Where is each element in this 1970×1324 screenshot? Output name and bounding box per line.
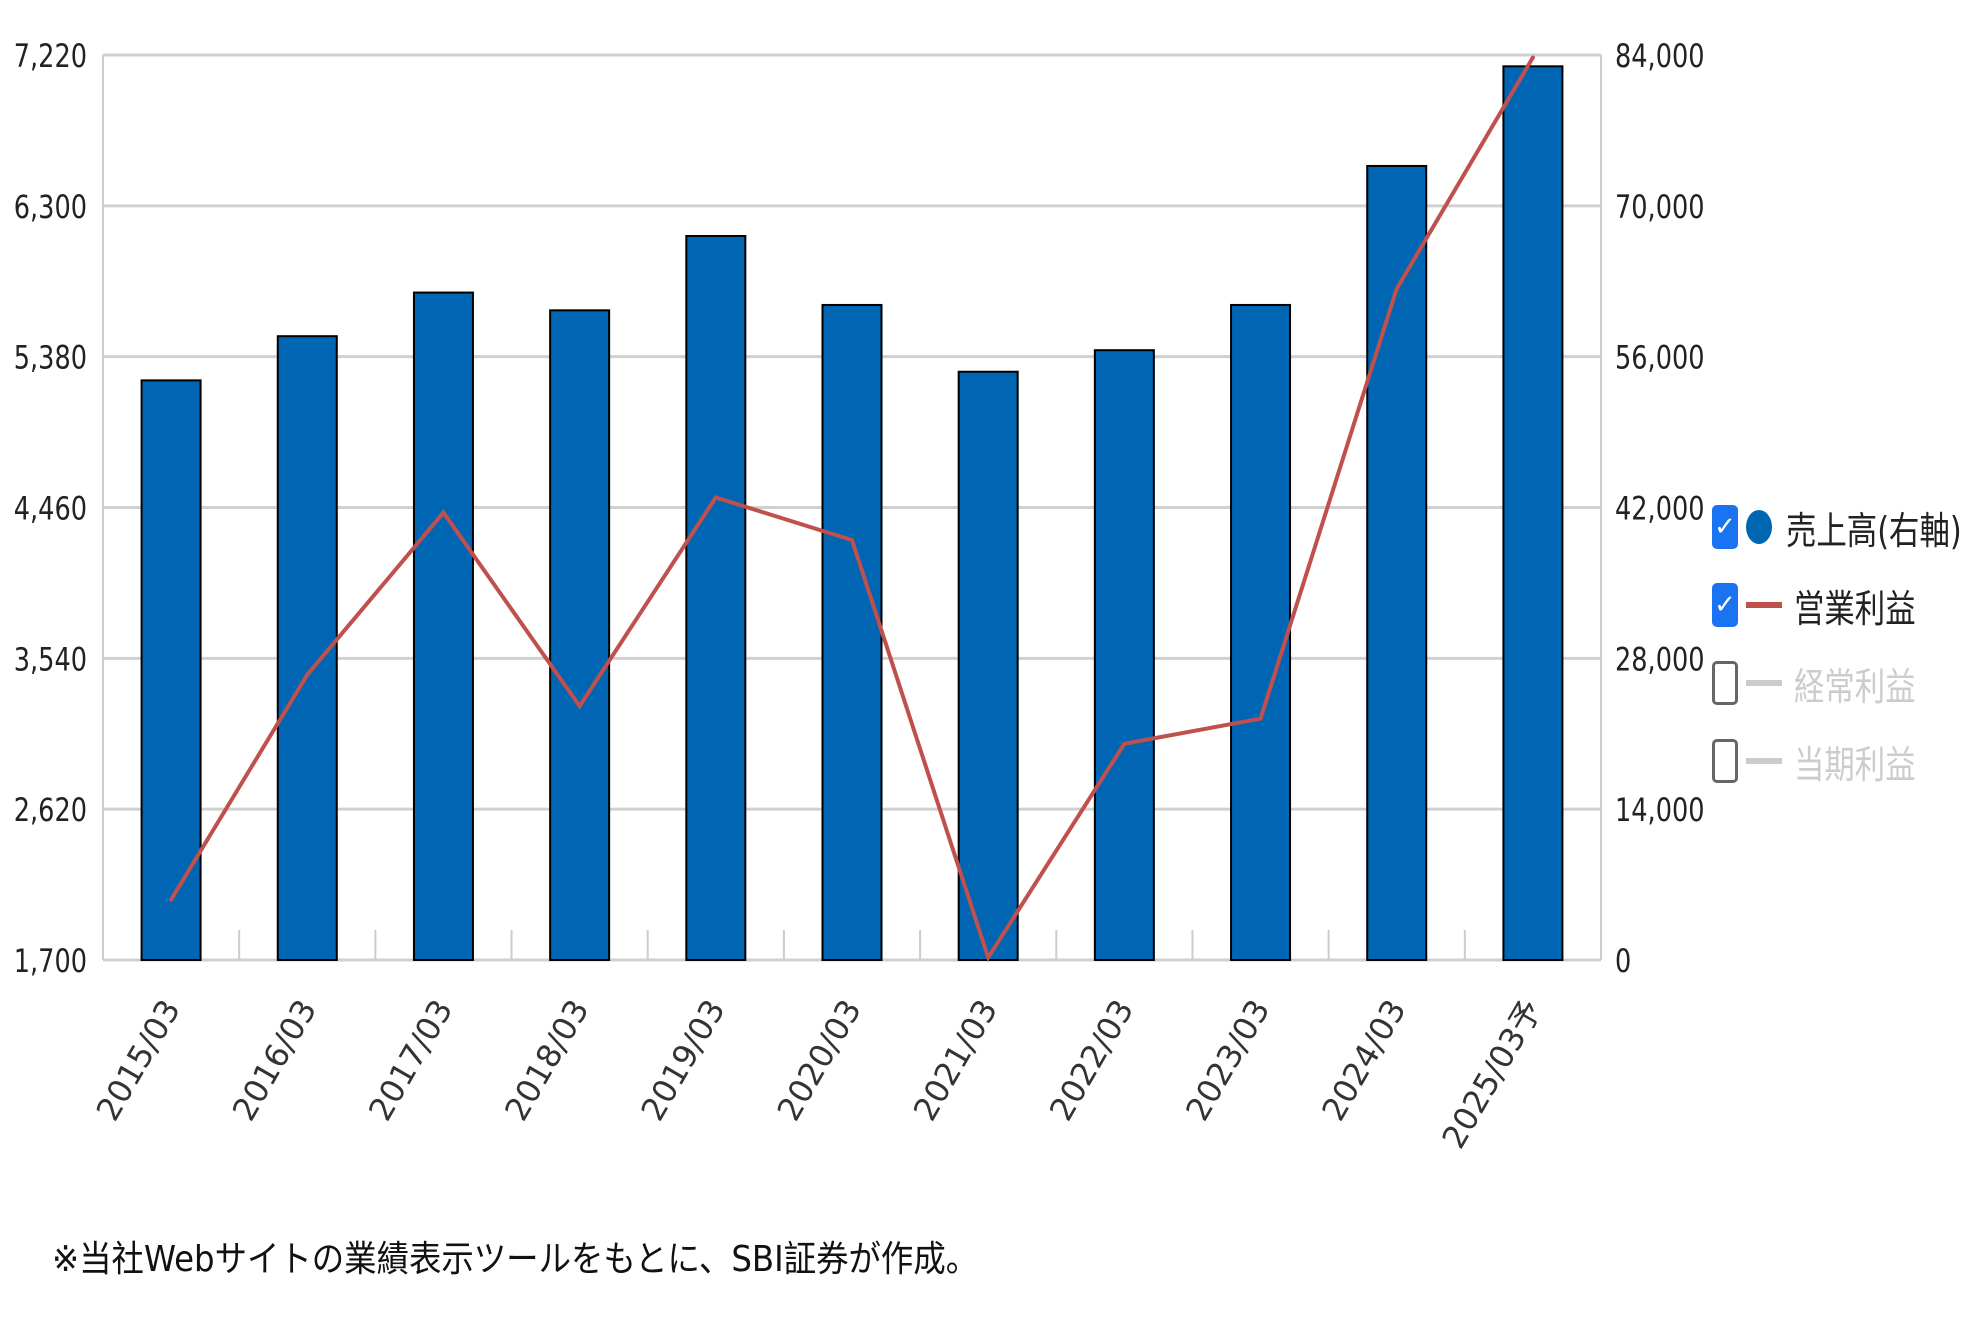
x-tick-label: 2022/03 <box>1042 993 1141 1127</box>
line-point <box>305 672 310 677</box>
left-tick-label: 6,300 <box>14 188 87 226</box>
line-point <box>441 510 446 515</box>
legend-dot-icon <box>1746 510 1772 544</box>
legend-label: 営業利益 <box>1794 586 1916 631</box>
bar <box>412 291 474 961</box>
legend-item-sales[interactable]: ✓ 売上高(右軸) <box>1712 488 1970 566</box>
bar <box>549 309 611 961</box>
checkbox-unchecked-icon[interactable] <box>1712 661 1738 705</box>
right-tick-label: 84,000 <box>1615 37 1705 75</box>
x-tick-label: 2021/03 <box>906 993 1005 1127</box>
left-tick-label: 7,220 <box>14 37 87 75</box>
x-tick-label: 2016/03 <box>225 993 324 1127</box>
legend-label: 売上高(右軸) <box>1786 508 1962 553</box>
legend-line-icon <box>1746 758 1782 764</box>
left-tick-label: 1,700 <box>14 942 87 980</box>
bar <box>821 303 883 961</box>
bar <box>957 370 1019 961</box>
bar <box>1093 349 1155 961</box>
left-tick-label: 2,620 <box>14 791 87 829</box>
right-tick-label: 70,000 <box>1615 188 1705 226</box>
checkbox-checked-icon[interactable]: ✓ <box>1712 505 1738 549</box>
bar <box>1366 164 1428 962</box>
left-tick-label: 5,380 <box>14 339 87 377</box>
right-tick-label: 0 <box>1615 942 1631 980</box>
line-point <box>713 495 718 500</box>
x-tick-label: 2015/03 <box>89 993 188 1127</box>
bar <box>1502 65 1564 961</box>
line-point <box>1258 716 1263 721</box>
bar <box>685 235 747 961</box>
x-tick-label: 2020/03 <box>770 993 869 1127</box>
legend-label: 経常利益 <box>1794 664 1916 709</box>
x-tick-label: 2019/03 <box>633 993 732 1127</box>
x-tick-label: 2023/03 <box>1178 993 1277 1127</box>
legend: ✓ 売上高(右軸) ✓ 営業利益 経常利益 当期利益 <box>1712 488 1970 800</box>
checkbox-checked-icon[interactable]: ✓ <box>1712 583 1738 627</box>
x-tick-label: 2024/03 <box>1314 993 1413 1127</box>
source-note: ※当社Webサイトの業績表示ツールをもとに、SBI証券が作成。 <box>52 1239 979 1280</box>
left-tick-label: 4,460 <box>14 490 87 528</box>
x-tick-label: 2025/03予 <box>1434 993 1549 1155</box>
line-point <box>577 704 582 709</box>
bar <box>276 335 338 962</box>
line-point <box>1122 741 1127 746</box>
checkbox-unchecked-icon[interactable] <box>1712 739 1738 783</box>
legend-line-icon <box>1746 602 1782 608</box>
bar <box>140 379 202 962</box>
legend-label: 当期利益 <box>1794 742 1916 787</box>
line-point <box>169 897 174 902</box>
right-tick-label: 28,000 <box>1615 641 1705 679</box>
line-point <box>1530 55 1535 60</box>
legend-item-ordinary-profit[interactable]: 経常利益 <box>1712 644 1970 722</box>
legend-item-operating-profit[interactable]: ✓ 営業利益 <box>1712 566 1970 644</box>
line-point <box>850 538 854 543</box>
x-tick-label: 2017/03 <box>361 993 460 1127</box>
bar <box>1230 303 1292 961</box>
right-tick-label: 42,000 <box>1615 490 1705 528</box>
legend-item-net-profit[interactable]: 当期利益 <box>1712 722 1970 800</box>
x-tick-label: 2018/03 <box>497 993 596 1127</box>
legend-line-icon <box>1746 680 1782 686</box>
line-point <box>986 955 991 960</box>
right-tick-label: 56,000 <box>1615 339 1705 377</box>
line-point <box>1394 286 1399 291</box>
left-tick-label: 3,540 <box>14 641 87 679</box>
right-tick-label: 14,000 <box>1615 791 1705 829</box>
